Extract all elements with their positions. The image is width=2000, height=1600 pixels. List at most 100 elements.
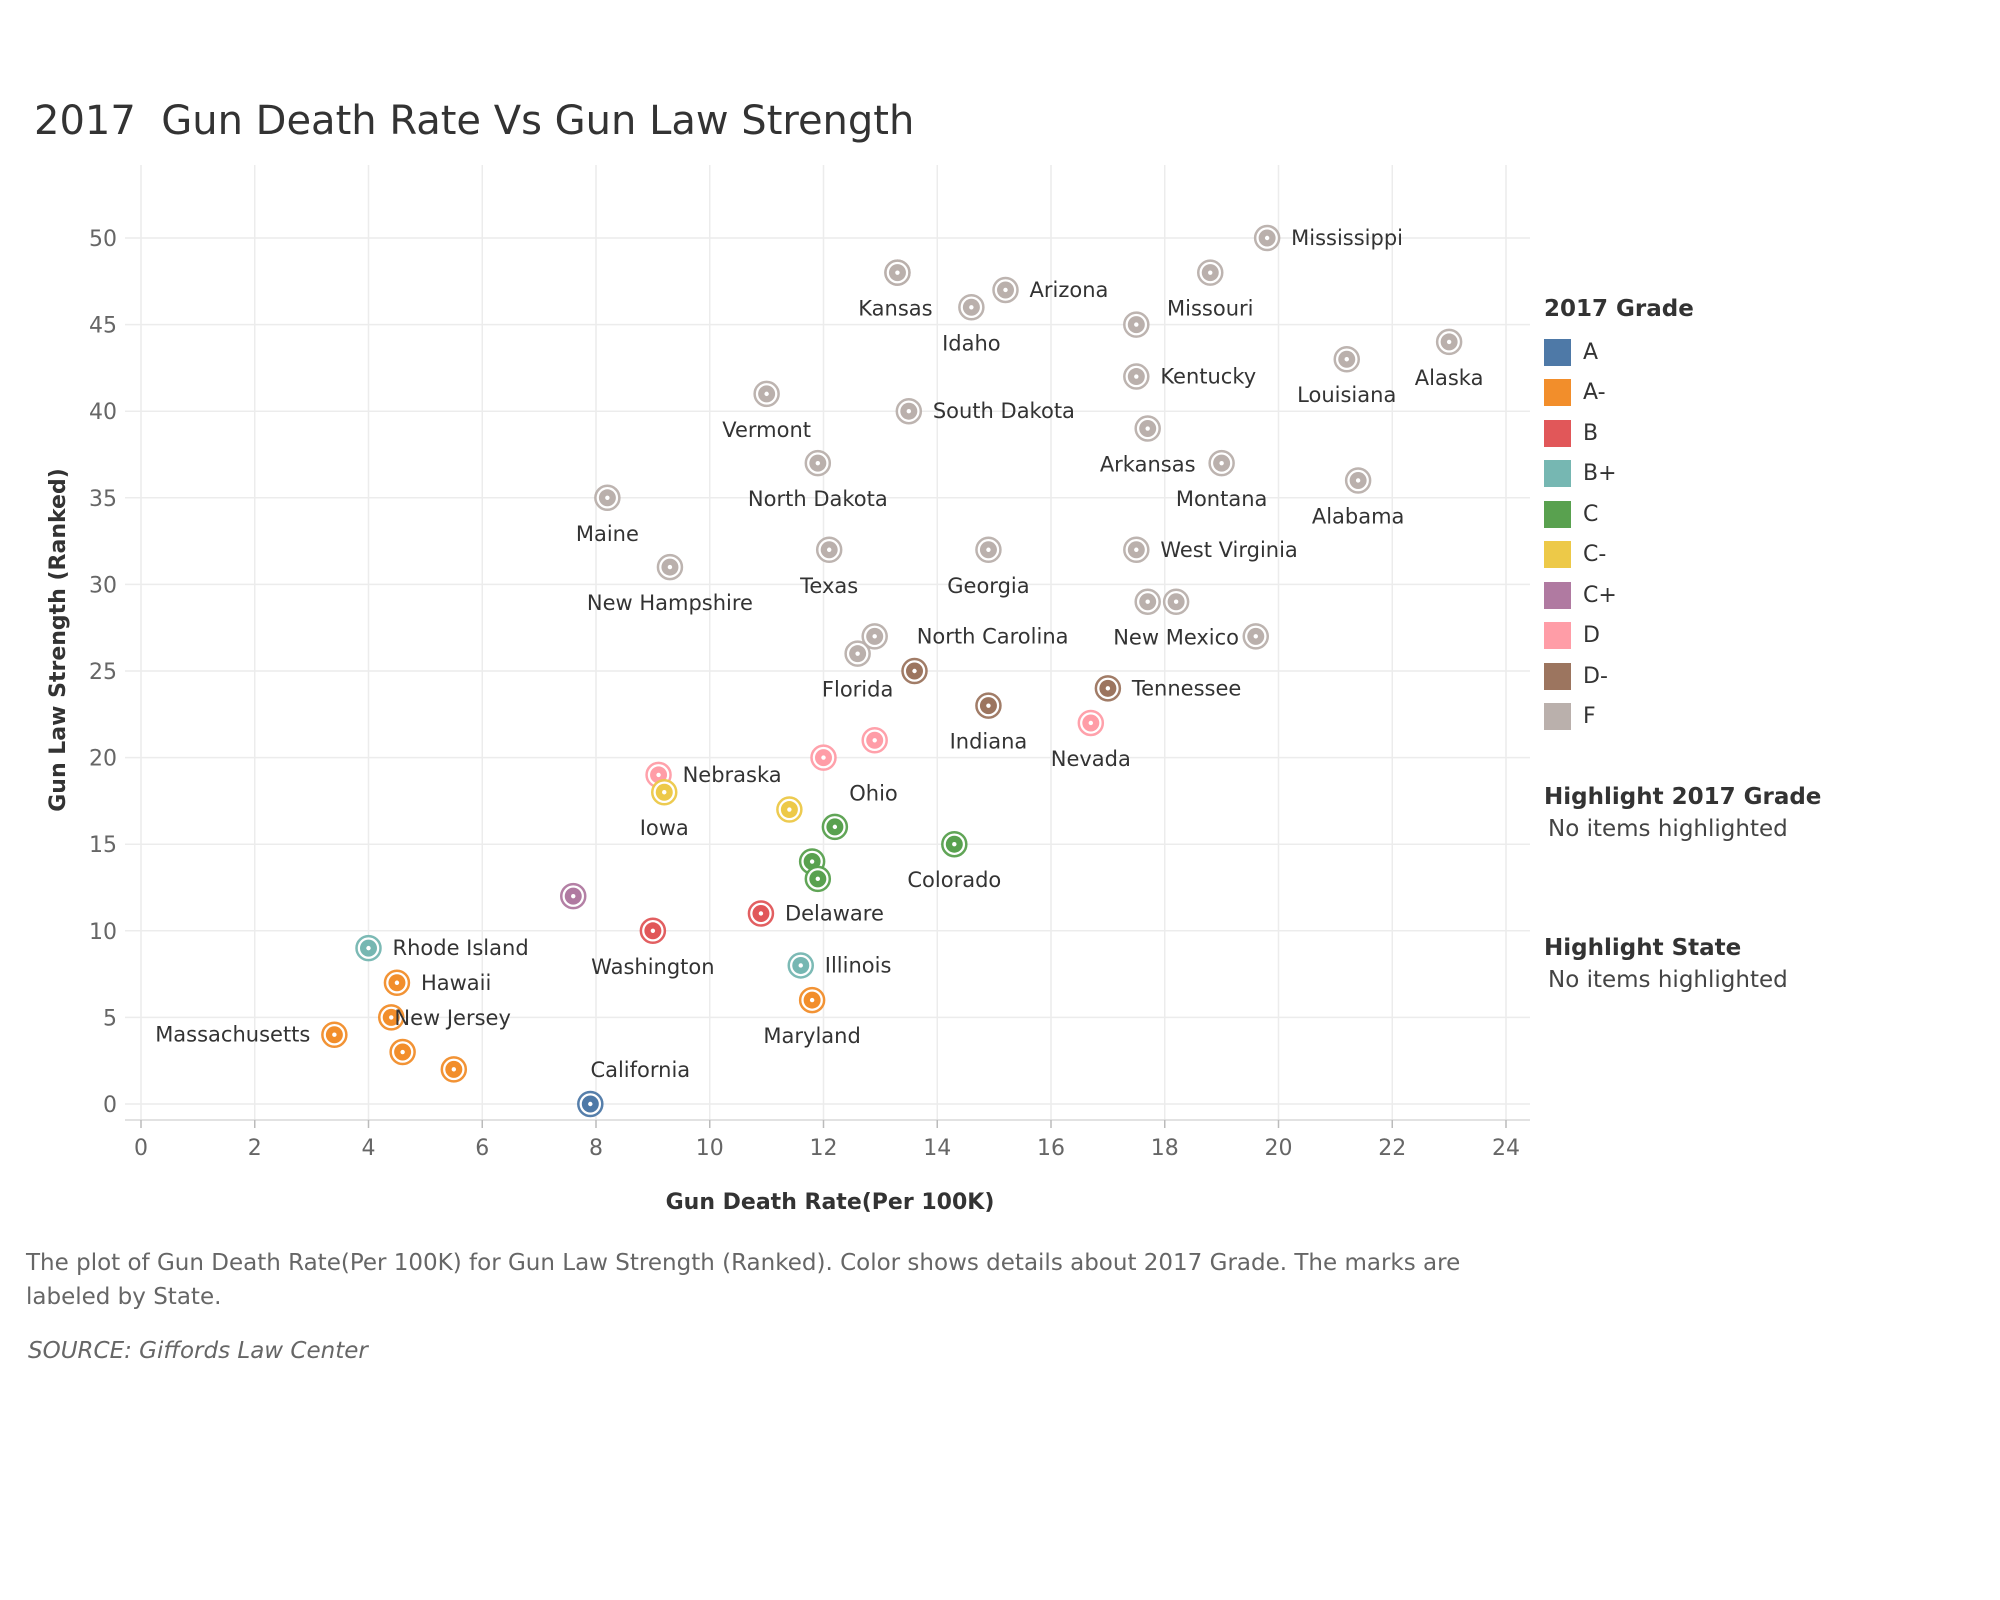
data-point-center	[1134, 374, 1139, 379]
point-label: Florida	[822, 678, 893, 702]
point-label: New Mexico	[1113, 626, 1239, 650]
point-label: North Carolina	[917, 624, 1069, 648]
y-tick-label: 30	[89, 573, 117, 598]
point-label: Massachusetts	[155, 1023, 310, 1047]
point-label: Idaho	[942, 331, 1001, 355]
data-point-center	[764, 391, 769, 397]
x-tick-label: 10	[696, 1136, 724, 1161]
chart-title: 2017 Gun Death Rate Vs Gun Law Strength	[34, 98, 915, 144]
highlight-state-value[interactable]: No items highlighted	[1548, 967, 1788, 993]
legend-swatch	[1544, 622, 1571, 650]
chart-caption: The plot of Gun Death Rate(Per 100K) for…	[26, 1250, 1461, 1310]
legend-item[interactable]: A	[1544, 332, 1964, 373]
point-label: New Hampshire	[587, 591, 753, 615]
data-point-center	[667, 564, 673, 570]
x-tick-label: 6	[475, 1136, 489, 1161]
data-point-center	[826, 547, 832, 552]
point-label: Georgia	[947, 574, 1029, 598]
data-point-center	[1264, 235, 1270, 241]
x-tick-label: 20	[1265, 1136, 1293, 1161]
y-axis-ticks: 0 5 10 15 20 25 30 35 40 45 50	[89, 227, 117, 1118]
point-label: New Jersey	[394, 1006, 511, 1030]
legend-label: D	[1583, 623, 1600, 649]
data-point-center	[855, 651, 860, 656]
legend-item[interactable]: A-	[1544, 373, 1964, 414]
highlight-state-control[interactable]: Highlight State No items highlighted	[1544, 935, 1964, 993]
data-point-center	[588, 1101, 593, 1107]
data-point-center	[1134, 547, 1139, 552]
point-label: North Dakota	[748, 487, 888, 511]
data-point-center	[821, 755, 826, 760]
data-point-center	[662, 790, 667, 795]
point-label: Arkansas	[1100, 453, 1196, 477]
x-tick-label: 14	[923, 1136, 951, 1161]
point-label: West Virginia	[1160, 538, 1297, 562]
legend-label: D-	[1583, 663, 1608, 689]
data-point-center	[872, 634, 877, 639]
legend-item[interactable]: C+	[1544, 575, 1964, 616]
point-label: Colorado	[907, 868, 1001, 892]
data-point-center	[389, 1015, 394, 1020]
data-point-center	[1173, 599, 1179, 604]
data-point-center	[1088, 720, 1094, 726]
data-point-center	[366, 945, 371, 951]
legend-item[interactable]: B+	[1544, 454, 1964, 495]
data-point-center	[1208, 270, 1213, 275]
x-axis-ticks: 0 2 4 6 8 10 12 14 16 18 20 22 24	[134, 1120, 1520, 1161]
legend-swatch	[1544, 379, 1571, 407]
point-label: Delaware	[785, 901, 884, 925]
point-label: Illinois	[825, 953, 892, 977]
legend-item[interactable]: D-	[1544, 656, 1964, 697]
legend-swatch	[1544, 662, 1571, 690]
y-tick-label: 5	[103, 1006, 117, 1031]
legend-label: B+	[1583, 461, 1617, 487]
data-point-center	[809, 997, 815, 1003]
legend-title: 2017 Grade	[1544, 296, 1694, 322]
x-tick-label: 24	[1492, 1136, 1520, 1161]
highlight-grade-control[interactable]: Highlight 2017 Grade No items highlighte…	[1544, 784, 1964, 842]
data-point-center	[798, 963, 803, 968]
legend-item[interactable]: C-	[1544, 535, 1964, 576]
legend-label: F	[1583, 704, 1596, 730]
data-point-center	[809, 859, 815, 864]
point-label: Hawaii	[421, 971, 491, 995]
legend-item[interactable]: F	[1544, 697, 1964, 738]
point-label: Maryland	[763, 1024, 860, 1048]
legend-item[interactable]: C	[1544, 494, 1964, 535]
data-point-center	[815, 460, 821, 466]
y-tick-label: 0	[103, 1093, 117, 1118]
x-axis-title: Gun Death Rate(Per 100K)	[666, 1190, 995, 1215]
y-axis-title: Gun Law Strength (Ranked)	[46, 468, 71, 812]
legend-item[interactable]: D	[1544, 616, 1964, 657]
legend-label: A-	[1583, 380, 1606, 406]
legend-swatch	[1544, 338, 1571, 366]
point-label: Rhode Island	[393, 936, 529, 960]
y-tick-label: 50	[89, 227, 117, 252]
legend-swatch	[1544, 541, 1571, 569]
y-tick-label: 40	[89, 400, 117, 425]
data-point-center	[1253, 634, 1258, 639]
legend-swatch	[1544, 419, 1571, 447]
y-tick-label: 35	[89, 487, 117, 512]
data-points	[321, 224, 1463, 1118]
x-tick-label: 0	[134, 1136, 148, 1161]
data-point-center	[656, 772, 661, 778]
scatter-plot: 0 2 4 6 8 10 12 14 16 18 20 22 24 051015202530354045…	[46, 165, 1530, 1215]
data-point-center	[1003, 287, 1008, 293]
legend-item[interactable]: B	[1544, 413, 1964, 454]
source-note: SOURCE: Giffords Law Center	[28, 1338, 368, 1364]
point-label: Iowa	[640, 816, 689, 840]
point-label: Tennessee	[1131, 676, 1241, 700]
data-point-center	[952, 842, 957, 847]
data-point-center	[1344, 357, 1349, 362]
data-point-center	[650, 928, 656, 933]
data-point-center	[1446, 339, 1452, 345]
y-tick-label: 25	[89, 660, 117, 685]
legend-label: B	[1583, 420, 1599, 446]
data-point-center	[986, 547, 991, 552]
data-point-center	[400, 1049, 405, 1055]
point-labels: Mississippi Kansas Missouri Arizona Idaho Ala…	[155, 226, 1483, 1082]
highlight-grade-value[interactable]: No items highlighted	[1548, 816, 1788, 842]
point-label: Indiana	[950, 730, 1028, 754]
point-label: Missouri	[1167, 297, 1253, 321]
